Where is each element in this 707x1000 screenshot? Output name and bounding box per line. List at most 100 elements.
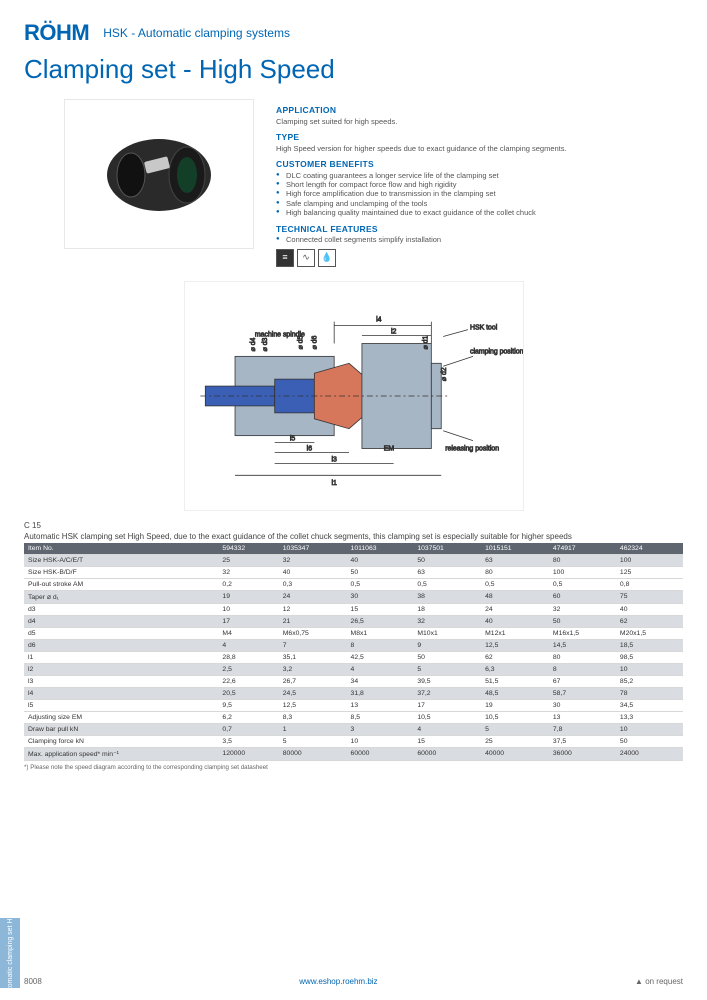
cell: 10 [616,663,683,675]
cell: 38 [413,590,481,603]
cell: 40 [279,566,347,578]
cell: 14,5 [549,639,616,651]
cell: 17 [413,699,481,711]
cell: 24 [279,590,347,603]
dim-d4: ⌀ d4 [249,337,256,351]
features-list: Connected collet segments simplify insta… [276,235,567,244]
cell: 10,5 [413,711,481,723]
table-row: d6478912,514,518,5 [24,639,683,651]
on-request-note: ▲ on request [635,977,683,986]
cell: 37,5 [549,735,616,747]
col-header: 594332 [218,543,278,555]
benefit-item: Short length for compact force flow and … [276,180,567,189]
col-header-label: Item No. [24,543,218,555]
cell: M4 [218,627,278,639]
shop-url[interactable]: www.eshop.roehm.biz [42,977,635,986]
cell: 63 [413,566,481,578]
col-header: 1035347 [279,543,347,555]
cell: 48 [481,590,549,603]
cell: 15 [413,735,481,747]
cell: 40 [347,554,414,566]
side-tab: Automatic clamping set HSK [0,918,20,988]
cell: 8 [347,639,414,651]
page-number: 8008 [24,977,42,986]
cell: 8 [549,663,616,675]
dim-l6: l6 [306,445,312,452]
cell: 120000 [218,747,278,760]
cell: 0,8 [616,578,683,590]
row-label: Adjusting size EM [24,711,218,723]
cell: 3,5 [218,735,278,747]
row-label: Max. application speed* min⁻¹ [24,747,218,760]
cell: 40000 [481,747,549,760]
cell: 1 [279,723,347,735]
logo: RÖHM [24,20,89,46]
cell: M16x1,5 [549,627,616,639]
cell: 50 [413,651,481,663]
cell: 80000 [279,747,347,760]
cell: 5 [481,723,549,735]
table-row: d5M4M6x0,75M8x1M10x1M12x1M16x1,5M20x1,5 [24,627,683,639]
cell: M10x1 [413,627,481,639]
cell: 20,5 [218,687,278,699]
cell: 0,5 [481,578,549,590]
cell: 36000 [549,747,616,760]
cell: 4 [218,639,278,651]
cell: 6,3 [481,663,549,675]
cell: 10 [616,723,683,735]
dim-d2: ⌀ d2 [441,367,448,381]
cell: 12,5 [481,639,549,651]
row-label: Clamping force kN [24,735,218,747]
table-footnote: *) Please note the speed diagram accordi… [24,764,683,771]
cell: 12 [279,603,347,615]
cell: 0,5 [347,578,414,590]
cell: 10,5 [481,711,549,723]
table-row: l59,512,51317193034,5 [24,699,683,711]
table-row: Size HSK-B/D/F3240506380100125 [24,566,683,578]
cell: 5 [279,735,347,747]
cell: 4 [347,663,414,675]
row-label: l5 [24,699,218,711]
benefit-item: DLC coating guarantees a longer service … [276,171,567,180]
col-header: 1011063 [347,543,414,555]
technical-diagram: l4 l2 machine spindle HSK tool clamping … [184,281,524,511]
cell: M6x0,75 [279,627,347,639]
table-row: Adjusting size EM6,28,38,510,510,51313,3 [24,711,683,723]
benefit-item: High balancing quality maintained due to… [276,208,567,217]
cell: 58,7 [549,687,616,699]
cell: 32 [218,566,278,578]
cell: 15 [347,603,414,615]
spec-table: Item No.59433210353471011063103750110151… [24,543,683,761]
row-label: Pull-out stroke AM [24,578,218,590]
features-heading: TECHNICAL FEATURES [276,224,567,235]
cell: 78 [616,687,683,699]
cell: 8,3 [279,711,347,723]
cell: 37,2 [413,687,481,699]
table-desc: Automatic HSK clamping set High Speed, d… [24,532,683,541]
row-label: l2 [24,663,218,675]
row-label: Taper ⌀ d₁ [24,590,218,603]
cell: 25 [481,735,549,747]
table-row: Pull-out stroke AM0,20,30,50,50,50,50,8 [24,578,683,590]
col-header: 1037501 [413,543,481,555]
cell: 60000 [347,747,414,760]
cell: 39,5 [413,675,481,687]
row-label: l4 [24,687,218,699]
coating-icon: ≡ [276,249,294,267]
cell: 0,7 [218,723,278,735]
cell: 13 [549,711,616,723]
cell: 24 [481,603,549,615]
cell: 32 [549,603,616,615]
cell: 80 [549,554,616,566]
cell: 0,5 [413,578,481,590]
table-row: Clamping force kN3,5510152537,550 [24,735,683,747]
cell: 67 [549,675,616,687]
table-row: l22,53,2456,3810 [24,663,683,675]
dim-l4: l4 [376,316,382,323]
cell: 24000 [616,747,683,760]
cell: 31,8 [347,687,414,699]
cell: 10 [347,735,414,747]
cell: 6,2 [218,711,278,723]
product-category: HSK - Automatic clamping systems [103,26,290,40]
cell: 2,5 [218,663,278,675]
